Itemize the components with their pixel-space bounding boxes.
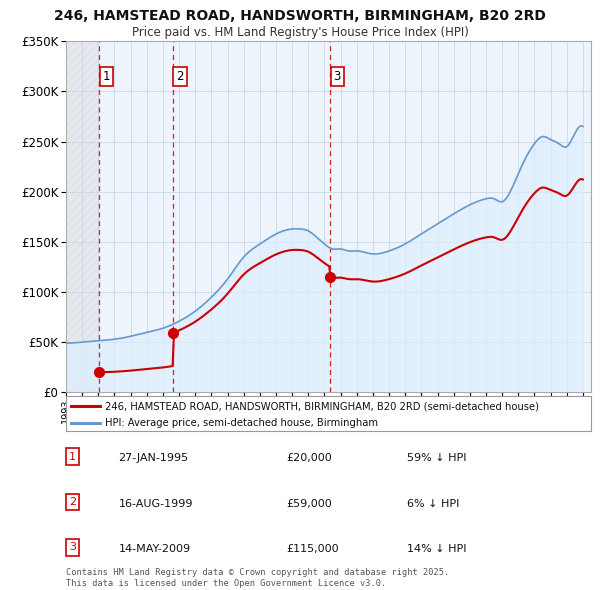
Text: HPI: Average price, semi-detached house, Birmingham: HPI: Average price, semi-detached house,… bbox=[106, 418, 379, 428]
Bar bbox=[100, 41, 591, 392]
Text: 1: 1 bbox=[103, 70, 110, 83]
Text: £20,000: £20,000 bbox=[287, 453, 332, 463]
Text: 246, HAMSTEAD ROAD, HANDSWORTH, BIRMINGHAM, B20 2RD (semi-detached house): 246, HAMSTEAD ROAD, HANDSWORTH, BIRMINGH… bbox=[106, 401, 539, 411]
Bar bbox=[66, 41, 100, 392]
Text: 2: 2 bbox=[176, 70, 184, 83]
Text: 2: 2 bbox=[69, 497, 76, 507]
Text: 6% ↓ HPI: 6% ↓ HPI bbox=[407, 499, 460, 509]
Text: 246, HAMSTEAD ROAD, HANDSWORTH, BIRMINGHAM, B20 2RD: 246, HAMSTEAD ROAD, HANDSWORTH, BIRMINGH… bbox=[54, 9, 546, 23]
Text: 27-JAN-1995: 27-JAN-1995 bbox=[119, 453, 188, 463]
Text: Contains HM Land Registry data © Crown copyright and database right 2025.
This d: Contains HM Land Registry data © Crown c… bbox=[66, 568, 449, 588]
Text: 14% ↓ HPI: 14% ↓ HPI bbox=[407, 544, 467, 554]
Text: £59,000: £59,000 bbox=[287, 499, 332, 509]
Text: 3: 3 bbox=[69, 542, 76, 552]
Text: 1: 1 bbox=[69, 451, 76, 461]
Text: 14-MAY-2009: 14-MAY-2009 bbox=[119, 544, 191, 554]
Text: 3: 3 bbox=[334, 70, 341, 83]
Text: 16-AUG-1999: 16-AUG-1999 bbox=[119, 499, 193, 509]
Text: 59% ↓ HPI: 59% ↓ HPI bbox=[407, 453, 467, 463]
Text: £115,000: £115,000 bbox=[287, 544, 339, 554]
Text: Price paid vs. HM Land Registry's House Price Index (HPI): Price paid vs. HM Land Registry's House … bbox=[131, 26, 469, 39]
